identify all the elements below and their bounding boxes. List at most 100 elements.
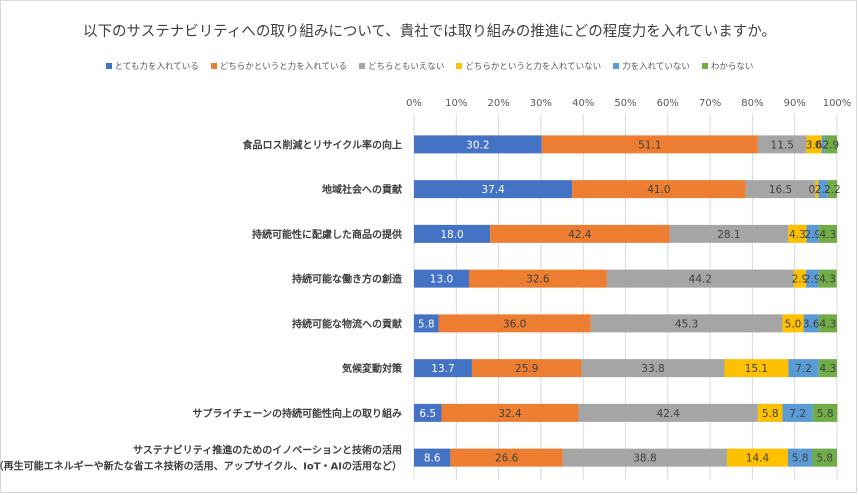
x-tick-label: 100% — [823, 98, 852, 109]
bar-segment — [414, 180, 573, 199]
bar-segment — [724, 359, 789, 378]
bar-segment — [414, 224, 491, 243]
bar-segment — [757, 135, 807, 154]
legend-label: どちらともいえない — [367, 62, 445, 72]
x-tick-label: 80% — [741, 98, 763, 109]
bar-segment — [818, 314, 837, 333]
data-label: 44.2 — [689, 274, 712, 286]
category-label: 持続可能な物流への貢献 — [292, 317, 402, 330]
x-tick-label: 60% — [657, 98, 679, 109]
bar-segment — [788, 224, 807, 243]
category-label: 地域社会への貢献 — [322, 183, 402, 196]
data-label: 25.9 — [515, 363, 538, 375]
data-label: 14.4 — [746, 453, 770, 465]
legend-label: 力を入れていない — [622, 62, 690, 72]
data-label: 5.8 — [816, 453, 833, 465]
bar-segment — [438, 314, 591, 333]
category-label: サプライチェーンの持続可能性向上の取り組み — [193, 407, 403, 420]
bar-segment — [441, 403, 579, 422]
bar-segment — [806, 135, 822, 154]
bar-segment — [669, 224, 789, 243]
legend-item: 力を入れていない — [613, 60, 690, 72]
bar-segment — [414, 359, 472, 378]
legend-swatch — [105, 63, 112, 69]
x-tick-label: 40% — [572, 98, 594, 109]
data-label: 15.1 — [745, 363, 768, 375]
bar-segment — [806, 224, 819, 243]
legend-swatch — [358, 63, 365, 69]
bar-segment — [414, 269, 469, 288]
bar-segment — [727, 448, 788, 467]
bar-segment — [806, 269, 819, 288]
legend-swatch — [210, 63, 217, 69]
data-label: 4.3 — [820, 229, 837, 241]
data-label: 42.4 — [568, 229, 592, 241]
data-label: 4.3 — [820, 363, 837, 375]
data-label: 16.5 — [769, 184, 792, 196]
bar-segment — [450, 448, 563, 467]
data-label: 3.6 — [806, 139, 823, 151]
x-tick-label: 70% — [699, 98, 721, 109]
bar-segment — [578, 403, 758, 422]
bar-segment — [468, 269, 607, 288]
data-label: 18.0 — [440, 229, 463, 241]
bar-segment — [803, 314, 819, 333]
data-label: 4.3 — [789, 229, 806, 241]
x-tick-label: 30% — [530, 98, 552, 109]
x-tick-label: 10% — [445, 98, 467, 109]
data-label: 6.5 — [419, 408, 436, 420]
data-label: 2.9 — [804, 274, 821, 286]
data-label: 2.9 — [804, 229, 821, 241]
bar-segment — [562, 448, 728, 467]
category-label: 気候変動対策 — [341, 362, 403, 375]
data-label: 32.6 — [526, 274, 550, 286]
data-label: 4.3 — [819, 274, 836, 286]
bar-segment — [818, 180, 828, 199]
legend-swatch — [701, 63, 708, 69]
data-label: 2.9 — [792, 274, 809, 286]
category-label: （再生可能エネルギーや新たな省エネ技術の活用、アップサイクル、IoT・AIの活用… — [0, 460, 402, 473]
category-label: 食品ロス削減とリサイクル率の向上 — [242, 138, 403, 151]
bar-segment — [812, 448, 837, 467]
bar-segment — [782, 314, 804, 333]
bar-segment — [541, 135, 758, 154]
legend-swatch — [613, 63, 620, 69]
legend-swatch — [456, 63, 463, 69]
legend-item: わからない — [701, 60, 754, 72]
chart-legend: とても力を入れている どちらかというと力を入れている どちらともいえない どちらかとい… — [0, 60, 859, 72]
x-tick-label: 20% — [487, 98, 509, 109]
data-label: 7.2 — [795, 363, 812, 375]
data-label: 5.8 — [817, 408, 834, 420]
bar-segment — [787, 448, 813, 467]
bar-segment — [572, 180, 746, 199]
x-tick-label: 50% — [614, 98, 636, 109]
x-tick-label: 0% — [406, 98, 422, 109]
bar-segment — [827, 180, 837, 199]
bar-segment — [821, 135, 825, 154]
data-label: 5.8 — [792, 453, 809, 465]
bar-segment — [414, 135, 542, 154]
bar-segment — [824, 135, 837, 154]
category-label: サステナビリティ推進のためのイノベーションと技術の活用 — [133, 444, 402, 457]
data-label: 42.4 — [657, 408, 681, 420]
data-label: 5.8 — [418, 318, 435, 330]
bar-segment — [606, 269, 794, 288]
legend-label: どちらかというと力を入れている — [219, 62, 347, 72]
bar-segment — [471, 359, 582, 378]
legend-item: どちらかというと力を入れていない — [456, 60, 601, 72]
legend-item: とても力を入れている — [105, 60, 199, 72]
legend-item: どちらかというと力を入れている — [210, 60, 347, 72]
x-tick-label: 90% — [784, 98, 806, 109]
legend-label: とても力を入れている — [114, 62, 199, 72]
data-label: 41.0 — [647, 184, 670, 196]
bar-segment — [414, 448, 451, 467]
bar-segment — [581, 359, 725, 378]
bar-segment — [812, 403, 838, 422]
legend-label: わからない — [710, 62, 754, 72]
data-label: 4.3 — [820, 318, 837, 330]
bar-segment — [818, 359, 837, 378]
data-label: 13.0 — [430, 274, 453, 286]
bar-segment — [757, 403, 783, 422]
